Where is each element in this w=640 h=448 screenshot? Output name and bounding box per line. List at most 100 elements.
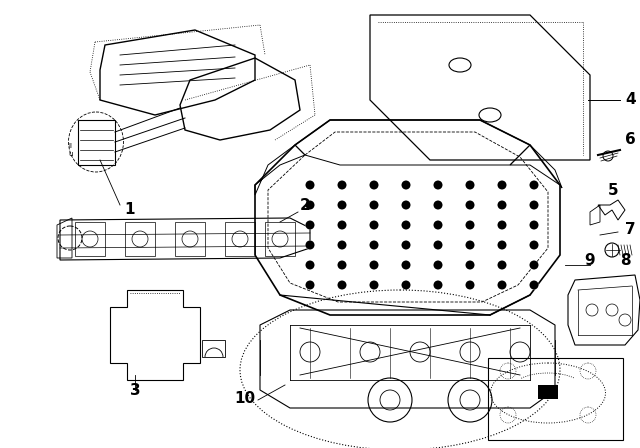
Text: 8: 8 xyxy=(620,253,630,268)
Text: II: II xyxy=(68,143,72,149)
Text: 5: 5 xyxy=(608,183,618,198)
Circle shape xyxy=(337,280,346,289)
Circle shape xyxy=(337,181,346,190)
Circle shape xyxy=(401,280,410,289)
Circle shape xyxy=(465,241,474,250)
Circle shape xyxy=(465,260,474,270)
Text: 9: 9 xyxy=(585,253,595,268)
Circle shape xyxy=(433,260,442,270)
Circle shape xyxy=(497,241,506,250)
Circle shape xyxy=(401,260,410,270)
Circle shape xyxy=(369,220,378,229)
Circle shape xyxy=(306,348,314,356)
Circle shape xyxy=(529,220,538,229)
Circle shape xyxy=(305,220,314,229)
Circle shape xyxy=(305,260,314,270)
Circle shape xyxy=(529,241,538,250)
Text: 2: 2 xyxy=(300,198,310,213)
Circle shape xyxy=(433,201,442,210)
Text: 3: 3 xyxy=(130,383,140,398)
Circle shape xyxy=(497,220,506,229)
Circle shape xyxy=(433,280,442,289)
Text: 7: 7 xyxy=(625,223,636,237)
Circle shape xyxy=(416,348,424,356)
Circle shape xyxy=(465,280,474,289)
Circle shape xyxy=(305,280,314,289)
Circle shape xyxy=(401,241,410,250)
Text: 4: 4 xyxy=(625,92,636,108)
Circle shape xyxy=(497,181,506,190)
Circle shape xyxy=(305,201,314,210)
Circle shape xyxy=(401,181,410,190)
Circle shape xyxy=(401,201,410,210)
Circle shape xyxy=(337,260,346,270)
Circle shape xyxy=(497,201,506,210)
Circle shape xyxy=(497,260,506,270)
Circle shape xyxy=(337,241,346,250)
Circle shape xyxy=(465,201,474,210)
Circle shape xyxy=(497,241,506,250)
Circle shape xyxy=(433,201,442,210)
Circle shape xyxy=(369,241,378,250)
Circle shape xyxy=(369,201,378,210)
Circle shape xyxy=(369,241,378,250)
Circle shape xyxy=(529,201,538,210)
Circle shape xyxy=(337,220,346,229)
Circle shape xyxy=(369,220,378,229)
Circle shape xyxy=(529,181,538,190)
Circle shape xyxy=(337,260,346,270)
Circle shape xyxy=(433,220,442,229)
Circle shape xyxy=(529,260,538,270)
Circle shape xyxy=(401,201,410,210)
Circle shape xyxy=(337,220,346,229)
Circle shape xyxy=(401,241,410,250)
Circle shape xyxy=(529,181,538,190)
Circle shape xyxy=(433,220,442,229)
Circle shape xyxy=(305,241,314,250)
Circle shape xyxy=(369,201,378,210)
Circle shape xyxy=(366,348,374,356)
Circle shape xyxy=(465,280,474,289)
Circle shape xyxy=(529,280,538,289)
Circle shape xyxy=(497,201,506,210)
Text: 10: 10 xyxy=(234,391,255,406)
Circle shape xyxy=(433,241,442,250)
Circle shape xyxy=(401,181,410,190)
Circle shape xyxy=(465,220,474,229)
Circle shape xyxy=(466,348,474,356)
Circle shape xyxy=(337,280,346,289)
Circle shape xyxy=(465,181,474,190)
Circle shape xyxy=(305,181,314,190)
Circle shape xyxy=(529,260,538,270)
Circle shape xyxy=(337,181,346,190)
Circle shape xyxy=(465,181,474,190)
Circle shape xyxy=(369,181,378,190)
Circle shape xyxy=(529,220,538,229)
Circle shape xyxy=(305,260,314,270)
Circle shape xyxy=(465,241,474,250)
Circle shape xyxy=(529,280,538,289)
Circle shape xyxy=(433,280,442,289)
Circle shape xyxy=(497,181,506,190)
Circle shape xyxy=(433,181,442,190)
Circle shape xyxy=(529,241,538,250)
Text: u: u xyxy=(68,151,72,157)
Circle shape xyxy=(401,260,410,270)
Circle shape xyxy=(401,220,410,229)
Circle shape xyxy=(401,280,410,289)
Text: 1: 1 xyxy=(125,202,135,217)
Circle shape xyxy=(497,280,506,289)
Circle shape xyxy=(497,260,506,270)
Circle shape xyxy=(465,220,474,229)
Circle shape xyxy=(497,220,506,229)
Circle shape xyxy=(305,220,314,229)
Circle shape xyxy=(305,181,314,190)
Circle shape xyxy=(305,201,314,210)
Bar xyxy=(538,385,558,399)
Circle shape xyxy=(305,241,314,250)
Circle shape xyxy=(433,181,442,190)
Circle shape xyxy=(369,280,378,289)
Circle shape xyxy=(516,348,524,356)
Circle shape xyxy=(433,260,442,270)
Circle shape xyxy=(369,260,378,270)
